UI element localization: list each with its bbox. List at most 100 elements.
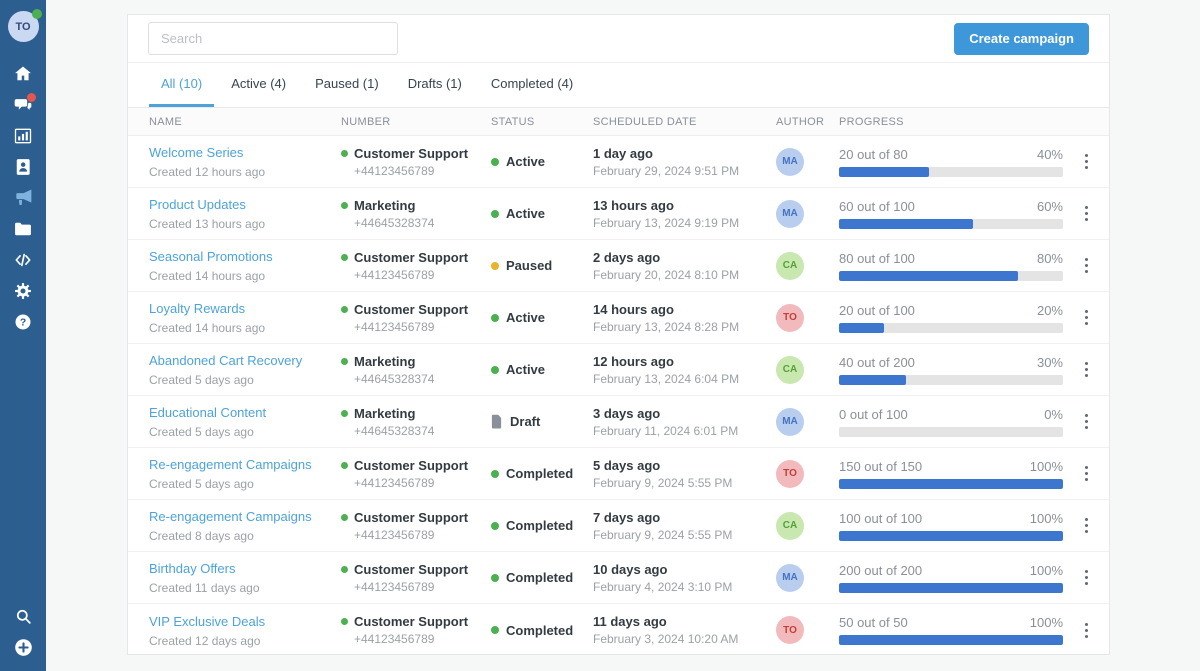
row-menu-button[interactable] [1076,513,1096,539]
sidebar-item-settings[interactable] [0,275,46,306]
column-header-progress: PROGRESS [839,115,904,128]
row-menu-button[interactable] [1076,149,1096,175]
status-label: Completed [506,466,574,481]
search-input[interactable] [148,22,398,55]
scheduled-relative: 11 days ago [593,614,667,629]
campaign-name-link[interactable]: Welcome Series [149,145,244,160]
number-status-dot [341,513,348,521]
author-avatar: MA [776,199,804,228]
contacts-icon [13,157,33,177]
column-header-author: AUTHOR [776,115,825,128]
tab-drafts[interactable]: Drafts (1) [407,76,462,91]
progress-percent: 30% [1036,354,1063,370]
progress-percent: 20% [1036,302,1063,318]
number-team-label: Customer Support [354,509,469,525]
scheduled-date: February 9, 2024 5:55 PM [593,527,733,542]
campaign-name-link[interactable]: Abandoned Cart Recovery [149,353,303,368]
scheduled-relative: 7 days ago [593,509,661,525]
status-label: Paused [506,258,553,273]
status-dot [491,209,499,218]
sidebar-search-button[interactable] [0,601,46,632]
author-avatar: CA [776,355,804,384]
table-row: Loyalty Rewards Created 14 hours ago Cus… [128,292,1109,344]
status-label: Active [506,362,546,377]
number-status-dot [341,357,348,365]
progress-bar [839,322,1063,333]
row-menu-button[interactable] [1076,409,1096,435]
author-avatar: TO [776,459,804,488]
number-status-dot [341,409,348,417]
chat-notification-dot [27,93,36,102]
campaigns-icon [13,187,34,208]
campaign-name-link[interactable]: Birthday Offers [149,561,236,576]
tab-all[interactable]: All (10) [149,63,215,107]
progress-percent: 40% [1036,146,1063,162]
table-header: NAME NUMBER STATUS SCHEDULED DATE AUTHOR… [128,108,1109,136]
campaign-name-link[interactable]: Re-engagement Campaigns [149,457,312,472]
sidebar-item-folders[interactable] [0,213,46,244]
campaign-name-link[interactable]: Re-engagement Campaigns [149,509,312,524]
sidebar-item-help[interactable]: ? [0,306,46,337]
help-icon: ? [13,312,33,332]
progress-bar-fill [839,374,907,385]
row-menu-button[interactable] [1076,357,1096,383]
number-status-dot [341,565,348,573]
table-row: Re-engagement Campaigns Created 5 days a… [128,448,1109,500]
sidebar-item-developers[interactable] [0,244,46,275]
sidebar-item-campaigns[interactable] [0,182,46,213]
author-avatar: MA [776,563,804,592]
campaign-created-label: Created 14 hours ago [149,269,266,283]
row-menu-button[interactable] [1076,461,1096,487]
tab-completed[interactable]: Completed (4) [490,76,574,91]
progress-count: 80 out of 100 [839,250,915,266]
progress-percent: 100% [1029,615,1063,630]
search-icon [14,607,33,626]
number-team-label: Marketing [354,353,416,369]
row-menu-button[interactable] [1076,305,1096,331]
sidebar-item-contacts[interactable] [0,151,46,182]
status-dot [491,313,499,322]
sidebar-item-home[interactable] [0,58,46,89]
row-menu-button[interactable] [1076,565,1096,591]
sidebar-item-chats[interactable] [0,89,46,120]
scheduled-date: February 9, 2024 5:55 PM [593,475,733,490]
number-status-dot [341,618,348,625]
row-menu-button[interactable] [1076,617,1096,643]
progress-bar [839,426,1063,437]
user-avatar[interactable]: TO [7,9,42,42]
row-menu-button[interactable] [1076,201,1096,227]
status-dot [491,365,499,374]
number-team-label: Customer Support [354,614,469,629]
campaign-name-link[interactable]: Product Updates [149,197,246,212]
add-icon [13,637,34,658]
progress-percent: 80% [1036,250,1063,266]
scheduled-date: February 20, 2024 8:10 PM [593,267,740,282]
tab-active[interactable]: Active (4) [231,76,287,91]
column-header-scheduled-date: SCHEDULED DATE [593,115,697,128]
create-campaign-button[interactable]: Create campaign [954,22,1089,55]
row-menu-button[interactable] [1076,253,1096,279]
campaign-name-link[interactable]: Educational Content [149,405,267,420]
campaign-created-label: Created 13 hours ago [149,217,266,231]
sidebar-add-button[interactable] [0,632,46,663]
scheduled-date: February 13, 2024 8:28 PM [593,319,740,334]
progress-percent: 100% [1029,562,1063,578]
scheduled-date: February 13, 2024 6:04 PM [593,371,740,386]
phone-number: +44645328374 [354,371,435,386]
progress-bar [839,582,1063,593]
progress-bar [839,218,1063,229]
campaign-name-link[interactable]: VIP Exclusive Deals [149,613,266,629]
progress-bar-fill [839,530,1063,541]
phone-number: +44123456789 [354,632,435,646]
table-row: Seasonal Promotions Created 14 hours ago… [128,240,1109,292]
status-dot [491,469,499,478]
tab-paused[interactable]: Paused (1) [315,76,379,91]
scheduled-date: February 3, 2024 10:20 AM [593,632,739,646]
sidebar: TO ? [0,0,46,671]
scheduled-relative: 5 days ago [593,457,661,473]
sidebar-item-analytics[interactable] [0,120,46,151]
svg-text:?: ? [20,317,26,328]
campaign-name-link[interactable]: Loyalty Rewards [149,301,246,316]
campaign-name-link[interactable]: Seasonal Promotions [149,249,273,264]
phone-number: +44123456789 [354,475,435,490]
